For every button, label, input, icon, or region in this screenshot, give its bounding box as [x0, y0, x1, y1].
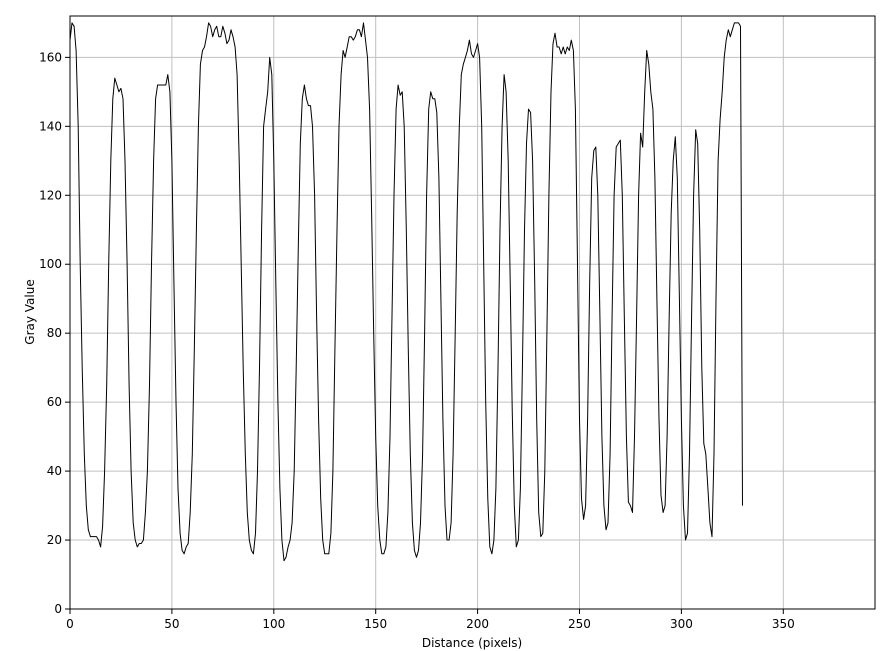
y-tick-label: 80: [47, 326, 62, 340]
x-axis-title: Distance (pixels): [422, 636, 522, 650]
y-tick-label: 60: [47, 395, 62, 409]
x-tick-label: 200: [466, 617, 489, 631]
x-tick-label: 300: [670, 617, 693, 631]
y-tick-label: 140: [39, 119, 62, 133]
y-axis-title: Gray Value: [23, 279, 37, 344]
y-tick-label: 120: [39, 188, 62, 202]
x-axis-ticks: 0 50 100 150 200 250 300 350: [66, 609, 795, 631]
x-tick-label: 0: [66, 617, 74, 631]
x-tick-label: 100: [262, 617, 285, 631]
data-layer: [69, 22, 743, 562]
plot-frame: [69, 15, 876, 610]
y-tick-label: 20: [47, 533, 62, 547]
plot-background: [70, 16, 875, 609]
y-tick-label: 40: [47, 464, 62, 478]
y-tick-label: 160: [39, 50, 62, 64]
series-line-1: [69, 22, 743, 562]
y-tick-label: 0: [54, 602, 62, 616]
y-tick-label: 100: [39, 257, 62, 271]
x-tick-label: 350: [772, 617, 795, 631]
x-tick-label: 250: [568, 617, 591, 631]
x-tick-label: 150: [364, 617, 387, 631]
y-axis-ticks: 0 20 40 60 80 100 120 140 160: [39, 50, 70, 616]
x-tick-label: 50: [164, 617, 179, 631]
